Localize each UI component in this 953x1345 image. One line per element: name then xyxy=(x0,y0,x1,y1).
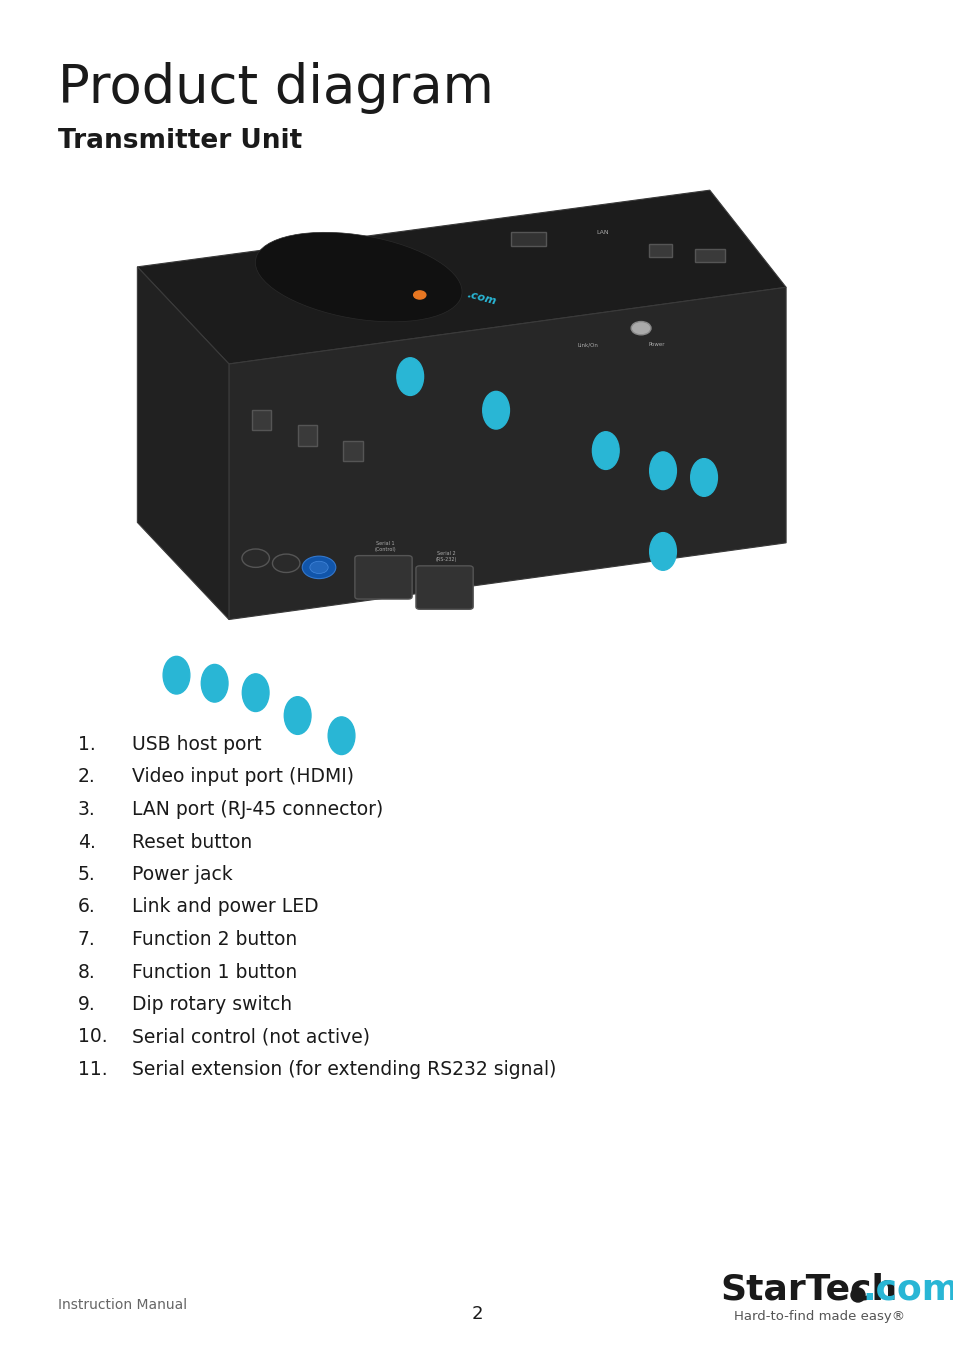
Text: 9: 9 xyxy=(251,686,260,699)
Circle shape xyxy=(414,291,425,299)
Text: Link/On: Link/On xyxy=(577,342,598,347)
FancyBboxPatch shape xyxy=(355,555,412,599)
Bar xyxy=(694,249,724,262)
Text: Transmitter Unit: Transmitter Unit xyxy=(58,128,302,153)
Text: Product diagram: Product diagram xyxy=(58,62,494,114)
Text: .com: .com xyxy=(465,289,497,307)
Text: 4.: 4. xyxy=(78,833,95,851)
Text: 5.: 5. xyxy=(78,865,95,884)
Text: USB host port: USB host port xyxy=(132,734,261,755)
Text: Reset button: Reset button xyxy=(132,833,252,851)
Text: Power jack: Power jack xyxy=(132,865,233,884)
Text: 7.: 7. xyxy=(78,929,95,950)
Circle shape xyxy=(302,555,335,578)
Polygon shape xyxy=(229,288,785,620)
Text: Function 1 button: Function 1 button xyxy=(132,963,297,982)
Text: 10: 10 xyxy=(289,709,306,722)
Text: Link and power LED: Link and power LED xyxy=(132,897,318,916)
Circle shape xyxy=(631,321,650,335)
Text: 8.: 8. xyxy=(78,963,95,982)
Text: 9.: 9. xyxy=(78,995,95,1014)
Text: Serial extension (for extending RS232 signal): Serial extension (for extending RS232 si… xyxy=(132,1060,556,1079)
Text: 1.: 1. xyxy=(78,734,95,755)
Text: 6.: 6. xyxy=(78,897,95,916)
Text: LAN port (RJ-45 connector): LAN port (RJ-45 connector) xyxy=(132,800,383,819)
Bar xyxy=(648,243,671,257)
Text: Serial control (not active): Serial control (not active) xyxy=(132,1028,370,1046)
Text: Function 2 button: Function 2 button xyxy=(132,929,297,950)
Text: 11.: 11. xyxy=(78,1060,108,1079)
Text: 1: 1 xyxy=(405,370,415,383)
Text: 6: 6 xyxy=(658,545,667,558)
Text: StarTech: StarTech xyxy=(720,1272,897,1306)
Text: .com: .com xyxy=(862,1272,953,1306)
Circle shape xyxy=(850,1289,864,1302)
Text: Power: Power xyxy=(647,342,664,347)
Bar xyxy=(252,410,271,430)
Text: Instruction Manual: Instruction Manual xyxy=(58,1298,187,1311)
Polygon shape xyxy=(137,190,785,364)
Text: Video input port (HDMI): Video input port (HDMI) xyxy=(132,768,354,787)
Circle shape xyxy=(310,561,328,573)
Text: 3: 3 xyxy=(600,444,610,457)
Circle shape xyxy=(273,554,299,573)
Text: 7: 7 xyxy=(172,668,181,682)
Bar xyxy=(297,425,316,445)
Bar xyxy=(511,233,545,246)
Circle shape xyxy=(242,549,269,568)
Polygon shape xyxy=(137,266,229,620)
Bar xyxy=(343,441,362,461)
Text: Hard-to-find made easy®: Hard-to-find made easy® xyxy=(734,1310,904,1323)
Text: LAN: LAN xyxy=(596,230,609,234)
Text: 2: 2 xyxy=(491,404,500,417)
Text: StarTech: StarTech xyxy=(376,281,432,304)
Text: 3.: 3. xyxy=(78,800,95,819)
Text: 10.: 10. xyxy=(78,1028,108,1046)
Text: Dip rotary switch: Dip rotary switch xyxy=(132,995,292,1014)
Text: 2: 2 xyxy=(471,1305,482,1323)
Text: 5: 5 xyxy=(699,471,708,484)
Ellipse shape xyxy=(255,233,461,321)
Text: 4: 4 xyxy=(658,464,667,477)
Text: Serial 2
(RS-232): Serial 2 (RS-232) xyxy=(436,551,456,562)
Text: Serial 1
(Control): Serial 1 (Control) xyxy=(375,541,395,551)
Text: 11: 11 xyxy=(333,729,350,742)
FancyBboxPatch shape xyxy=(416,566,473,609)
Text: 8: 8 xyxy=(210,677,219,690)
Text: 2.: 2. xyxy=(78,768,95,787)
